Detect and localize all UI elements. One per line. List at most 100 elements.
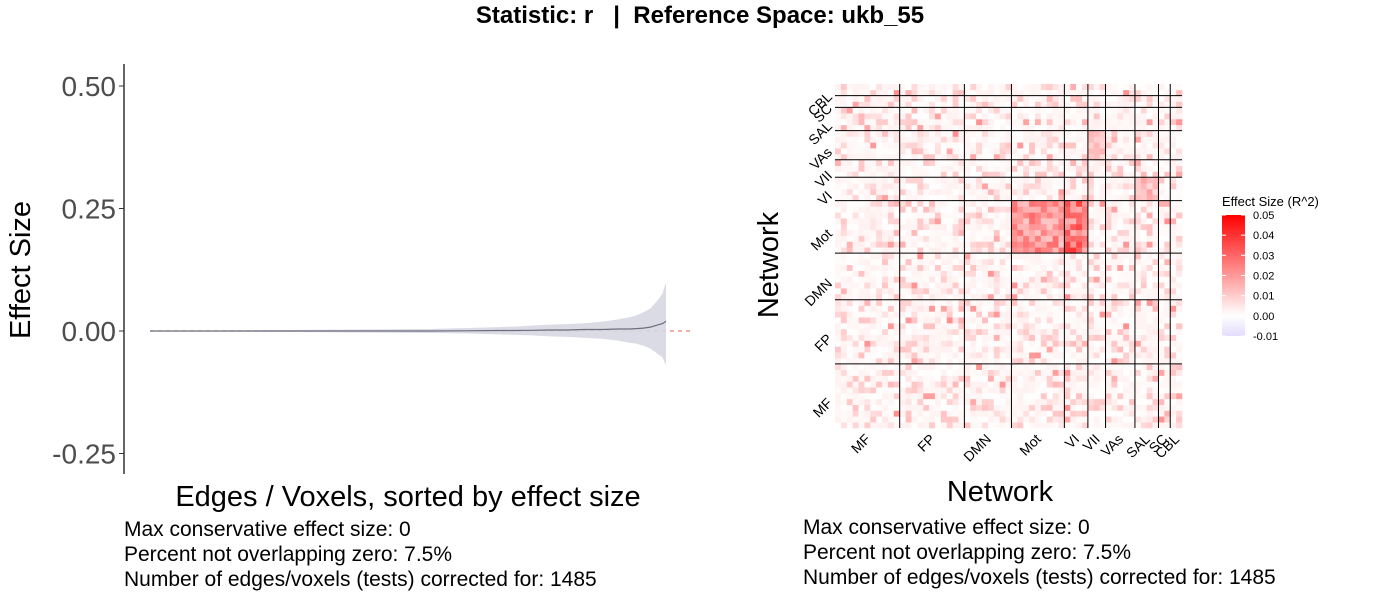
heatmap-cell bbox=[1117, 422, 1124, 429]
heatmap-cell bbox=[929, 258, 936, 266]
heatmap-cell bbox=[987, 346, 995, 353]
heatmap-cell bbox=[970, 346, 977, 353]
heatmap-cell bbox=[835, 229, 842, 236]
heatmap-cell bbox=[1164, 229, 1171, 236]
heatmap-cell bbox=[1017, 404, 1024, 411]
heatmap-cell bbox=[1087, 101, 1095, 108]
heatmap-cell bbox=[899, 305, 906, 312]
heatmap-cell bbox=[1082, 200, 1089, 207]
heatmap-cell bbox=[987, 153, 995, 161]
heatmap-cell bbox=[905, 218, 912, 225]
heatmap-cell bbox=[1117, 194, 1124, 201]
heatmap-cell bbox=[1076, 89, 1083, 96]
heatmap-cell bbox=[1076, 346, 1083, 353]
heatmap-cell bbox=[840, 334, 848, 341]
heatmap-cell bbox=[1046, 235, 1053, 242]
heatmap-cell bbox=[870, 212, 877, 219]
heatmap-cell bbox=[1146, 253, 1153, 260]
heatmap-cell bbox=[893, 288, 900, 295]
heatmap-cell bbox=[929, 393, 936, 400]
heatmap-cell bbox=[970, 223, 977, 231]
heatmap-cell bbox=[952, 276, 959, 283]
heatmap-cell bbox=[987, 381, 995, 388]
heatmap-cell bbox=[1146, 363, 1153, 370]
heatmap-cell bbox=[840, 317, 848, 324]
heatmap-cell bbox=[905, 118, 912, 126]
heatmap-cell bbox=[899, 153, 906, 161]
heatmap-cell bbox=[987, 136, 995, 143]
heatmap-cell bbox=[852, 183, 859, 190]
heatmap-cell bbox=[840, 118, 848, 126]
heatmap-cell bbox=[964, 334, 971, 341]
heatmap-cell bbox=[864, 422, 871, 429]
heatmap-cell bbox=[876, 89, 883, 96]
heatmap-cell bbox=[1082, 334, 1089, 341]
heatmap-cell bbox=[1129, 311, 1136, 318]
heatmap-cell bbox=[940, 346, 948, 353]
heatmap-cell bbox=[858, 183, 865, 190]
heatmap-cell bbox=[1017, 130, 1024, 137]
heatmap-cell bbox=[929, 177, 936, 184]
heatmap-cell bbox=[882, 188, 889, 196]
heatmap-cell bbox=[1170, 142, 1177, 149]
heatmap-cell bbox=[1046, 200, 1053, 207]
heatmap-cell bbox=[887, 253, 895, 260]
heatmap-cell bbox=[1176, 247, 1183, 254]
heatmap-cell bbox=[1134, 153, 1142, 161]
heatmap-cell bbox=[882, 247, 889, 254]
y-tick-label: VI bbox=[814, 188, 835, 209]
legend-tick-label: 0.01 bbox=[1253, 291, 1274, 303]
heatmap-cell bbox=[940, 288, 948, 295]
heatmap-cell bbox=[893, 340, 900, 347]
heatmap-cell bbox=[1011, 358, 1018, 365]
heatmap-cell bbox=[1146, 89, 1153, 96]
heatmap-cell bbox=[1099, 235, 1106, 242]
heatmap-cell bbox=[1070, 229, 1077, 236]
heatmap-cell bbox=[1029, 270, 1036, 277]
legend-tick-label: 0.00 bbox=[1253, 311, 1274, 323]
heatmap-cell bbox=[852, 247, 859, 254]
heatmap-cell bbox=[987, 264, 995, 271]
heatmap-cell bbox=[1105, 235, 1112, 242]
heatmap-cell bbox=[929, 218, 936, 225]
heatmap-cell bbox=[1064, 95, 1071, 102]
heatmap-cell bbox=[852, 416, 859, 423]
heatmap-cell bbox=[882, 148, 889, 155]
heatmap-cell bbox=[1170, 241, 1177, 248]
heatmap-cell bbox=[1082, 387, 1089, 394]
heatmap-cell bbox=[1046, 422, 1053, 429]
heatmap-cell bbox=[1117, 153, 1124, 161]
heatmap-cell bbox=[1040, 229, 1048, 236]
heatmap-cell bbox=[1082, 352, 1089, 359]
heatmap-cell bbox=[1046, 352, 1053, 359]
heatmap-cell bbox=[1064, 247, 1071, 254]
heatmap-cell bbox=[1117, 305, 1124, 312]
heatmap-cell bbox=[887, 334, 895, 341]
heatmap-cell bbox=[1023, 404, 1030, 411]
heatmap-cell bbox=[1140, 229, 1148, 236]
heatmap-cell bbox=[1140, 352, 1148, 359]
heatmap-cell bbox=[876, 118, 883, 126]
heatmap-cell bbox=[1040, 334, 1048, 341]
heatmap-cell bbox=[870, 241, 877, 248]
heatmap-cell bbox=[1164, 235, 1171, 242]
heatmap-cell bbox=[1152, 84, 1159, 91]
heatmap-cell bbox=[976, 340, 983, 347]
heatmap-cell bbox=[1123, 282, 1130, 289]
heatmap-cell bbox=[1111, 369, 1118, 376]
heatmap-cell bbox=[1005, 218, 1012, 225]
heatmap-cell bbox=[1117, 84, 1124, 91]
heatmap-cell bbox=[1082, 194, 1089, 201]
heatmap-cell bbox=[917, 288, 924, 295]
heatmap-cell bbox=[1140, 323, 1148, 330]
heatmap-cell bbox=[1064, 358, 1071, 365]
heatmap-cell bbox=[1117, 311, 1124, 318]
heatmap-cell bbox=[1111, 381, 1118, 388]
heatmap-cell bbox=[911, 188, 918, 196]
heatmap-cell bbox=[929, 381, 936, 388]
heatmap-cell bbox=[952, 171, 959, 178]
heatmap-cell bbox=[911, 381, 918, 388]
heatmap-cell bbox=[976, 95, 983, 102]
heatmap-cell bbox=[1164, 148, 1171, 155]
heatmap-cell bbox=[1029, 311, 1036, 318]
